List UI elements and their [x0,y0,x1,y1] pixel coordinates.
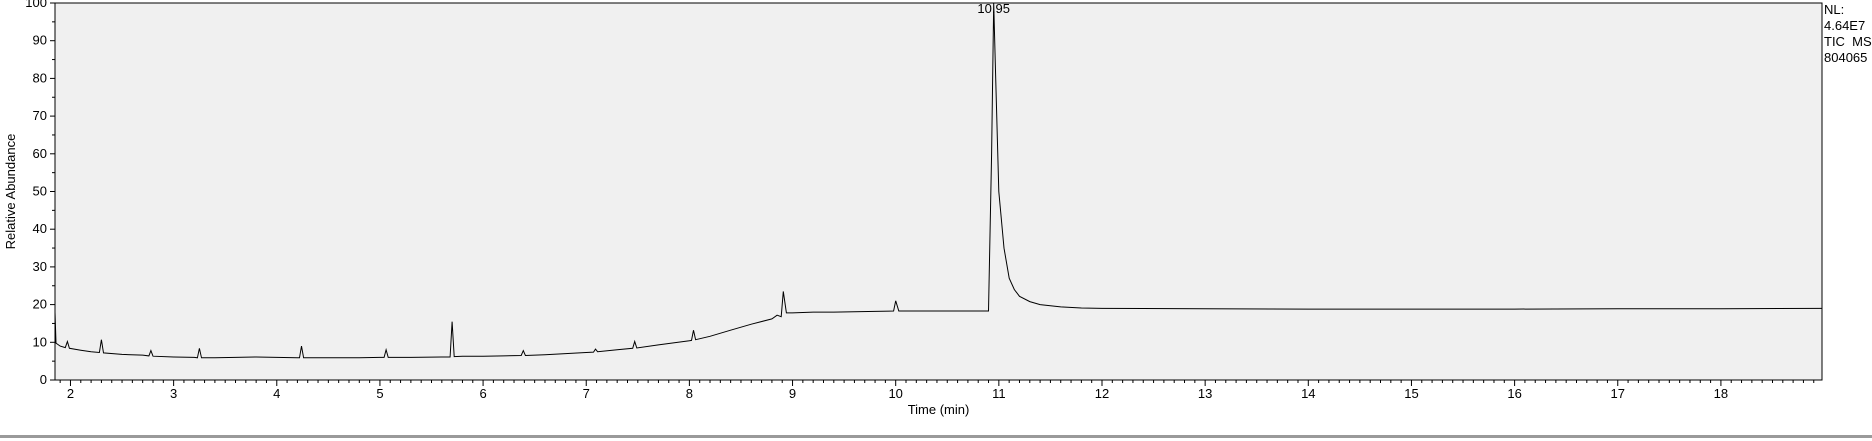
x-tick-label: 2 [67,386,74,401]
x-tick-label: 5 [376,386,383,401]
peak-label: 10.95 [977,1,1010,16]
x-tick-label: 12 [1095,386,1109,401]
y-tick-label: 90 [33,33,47,48]
x-tick-label: 15 [1404,386,1418,401]
plot-area [54,2,1823,381]
x-tick-label: 8 [686,386,693,401]
y-axis-label: Relative Abundance [3,134,18,250]
y-tick-label: 80 [33,70,47,85]
x-tick-label: 9 [789,386,796,401]
x-tick-label: 13 [1198,386,1212,401]
series-line-tic [54,2,1823,359]
x-tick-label: 17 [1611,386,1625,401]
scan-info-panel: NL: 4.64E7 TIC MS 804065 [1824,2,1872,66]
x-tick-label: 14 [1301,386,1315,401]
trace-type: TIC MS [1824,34,1872,49]
y-tick-label: 40 [33,221,47,236]
x-axis-ticks: 2 3 4 5 6 7 8 9 10 11 12 13 14 15 16 17 18 [59,380,1815,401]
x-tick-label: 7 [583,386,590,401]
x-axis-label: Time (min) [908,402,970,417]
x-tick-label: 11 [992,386,1006,401]
nl-value: 4.64E7 [1824,18,1866,33]
y-tick-label: 30 [33,259,47,274]
nl-label: NL: [1824,2,1845,17]
x-tick-label: 10 [888,386,902,401]
y-tick-label: 70 [33,108,47,123]
x-tick-label: 6 [479,386,486,401]
x-tick-label: 3 [170,386,177,401]
y-tick-label: 20 [33,297,47,312]
y-tick-label: 60 [33,146,47,161]
y-tick-label: 0 [40,372,47,387]
y-tick-label: 100 [25,0,47,10]
x-tick-label: 4 [273,386,280,401]
x-tick-label: 16 [1507,386,1521,401]
file-id: 804065 [1824,50,1868,65]
y-axis-ticks: 0 10 20 30 40 50 60 70 80 90 100 [25,0,55,387]
window-bottom-rule [0,435,1872,438]
y-tick-label: 10 [33,334,47,349]
y-tick-label: 50 [33,184,47,199]
x-tick-label: 18 [1714,386,1728,401]
